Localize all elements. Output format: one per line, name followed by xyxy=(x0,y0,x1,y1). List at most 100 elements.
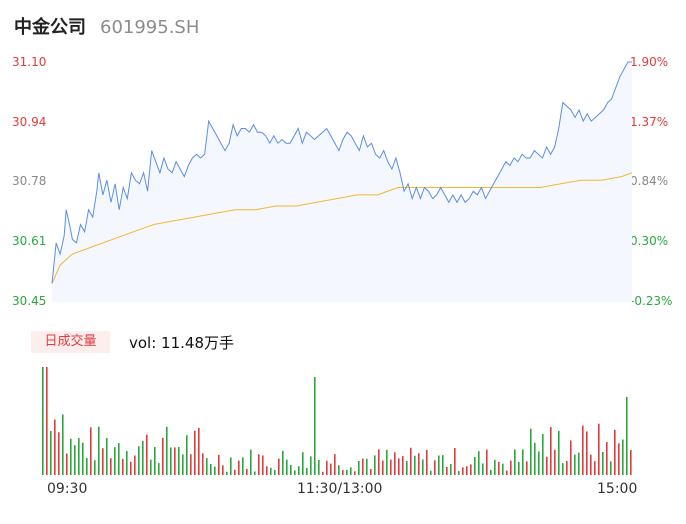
volume-bar xyxy=(138,446,140,475)
volume-bar xyxy=(386,449,388,475)
volume-bar xyxy=(170,447,172,475)
volume-bar xyxy=(186,435,188,475)
volume-bar xyxy=(210,463,212,475)
volume-bar xyxy=(46,367,48,475)
volume-bar xyxy=(198,427,200,475)
volume-bar xyxy=(250,449,252,475)
volume-bar xyxy=(630,450,632,475)
volume-bar xyxy=(122,458,124,475)
volume-bar xyxy=(162,437,164,475)
volume-bar xyxy=(354,471,356,475)
volume-bar xyxy=(106,438,108,475)
volume-bar xyxy=(546,456,548,475)
volume-bar xyxy=(390,459,392,475)
volume-bar xyxy=(570,440,572,475)
volume-bar xyxy=(366,458,368,475)
volume-bar xyxy=(454,448,456,475)
volume-bar xyxy=(166,426,168,475)
volume-bar xyxy=(398,458,400,475)
volume-bar xyxy=(190,454,192,475)
time-label-open: 09:30 xyxy=(47,481,88,497)
volume-bar xyxy=(410,447,412,475)
volume-bar xyxy=(234,469,236,475)
volume-bar xyxy=(302,452,304,475)
volume-bar xyxy=(622,439,624,475)
volume-bar xyxy=(286,459,288,475)
volume-bar xyxy=(98,426,100,475)
volume-bar xyxy=(526,461,528,475)
volume-tab[interactable]: 日成交量 xyxy=(31,331,110,353)
volume-bar xyxy=(446,467,448,475)
volume-bar xyxy=(566,461,568,475)
volume-bar xyxy=(518,461,520,475)
volume-bar xyxy=(494,459,496,475)
volume-bar xyxy=(602,452,604,475)
volume-bar xyxy=(290,465,292,475)
volume-bar xyxy=(90,427,92,475)
volume-bar xyxy=(318,460,320,475)
volume-bar xyxy=(610,461,612,475)
time-label-midday: 11:30/13:00 xyxy=(297,481,383,497)
volume-bar xyxy=(470,464,472,475)
volume-bar xyxy=(334,454,336,475)
volume-bar xyxy=(202,453,204,475)
volume-bar xyxy=(66,453,68,475)
volume-bar xyxy=(218,454,220,475)
volume-bar xyxy=(258,454,260,475)
volume-bar xyxy=(618,443,620,475)
pct-label-mid: 0.84% xyxy=(630,174,669,188)
volume-bar xyxy=(554,449,556,475)
volume-bar xyxy=(358,461,360,475)
volume-bar xyxy=(598,423,600,475)
volume-bar xyxy=(590,454,592,475)
volume-bar xyxy=(298,466,300,475)
volume-bar xyxy=(238,460,240,475)
volume-bars xyxy=(42,367,632,475)
title-bar: 中金公司 601995.SH xyxy=(14,13,199,39)
volume-bar xyxy=(534,442,536,475)
volume-bar xyxy=(542,434,544,475)
volume-bar xyxy=(402,456,404,475)
volume-bar xyxy=(114,447,116,475)
price-label-lower: 30.61 xyxy=(12,234,47,248)
price-label-max: 31.10 xyxy=(12,55,47,69)
price-area xyxy=(52,62,632,302)
price-label-min: 30.45 xyxy=(12,294,47,308)
volume-bar xyxy=(278,458,280,475)
stock-code: 601995.SH xyxy=(100,17,200,38)
volume-bar xyxy=(582,425,584,475)
volume-bar xyxy=(330,463,332,475)
volume-bar xyxy=(522,449,524,475)
volume-info: vol: 11.48万手 xyxy=(129,334,234,352)
volume-bar xyxy=(450,464,452,475)
volume-bar xyxy=(86,458,88,475)
volume-bar xyxy=(294,470,296,475)
volume-bar xyxy=(374,455,376,475)
average-price-line xyxy=(51,172,633,284)
volume-bar xyxy=(362,458,364,475)
volume-bar xyxy=(562,463,564,475)
volume-bar xyxy=(326,460,328,475)
volume-bar xyxy=(150,459,152,475)
time-label-close: 15:00 xyxy=(597,481,638,497)
volume-bar xyxy=(490,469,492,475)
volume-bar xyxy=(514,449,516,475)
volume-bar xyxy=(314,377,316,475)
volume-bar xyxy=(442,455,444,475)
volume-bar xyxy=(578,452,580,475)
volume-bar xyxy=(70,438,72,475)
volume-bar xyxy=(382,460,384,475)
volume-bar xyxy=(274,470,276,475)
volume-bar xyxy=(614,429,616,475)
volume-bar xyxy=(142,440,144,475)
pct-label-lower: 0.30% xyxy=(630,234,669,248)
volume-bar xyxy=(466,466,468,475)
volume-bar xyxy=(94,460,96,475)
volume-bar xyxy=(222,465,224,475)
volume-bar xyxy=(266,466,268,475)
volume-bar xyxy=(350,467,352,475)
volume-bar xyxy=(530,428,532,475)
volume-bar xyxy=(282,450,284,475)
volume-bar xyxy=(370,469,372,475)
volume-bar xyxy=(118,443,120,475)
